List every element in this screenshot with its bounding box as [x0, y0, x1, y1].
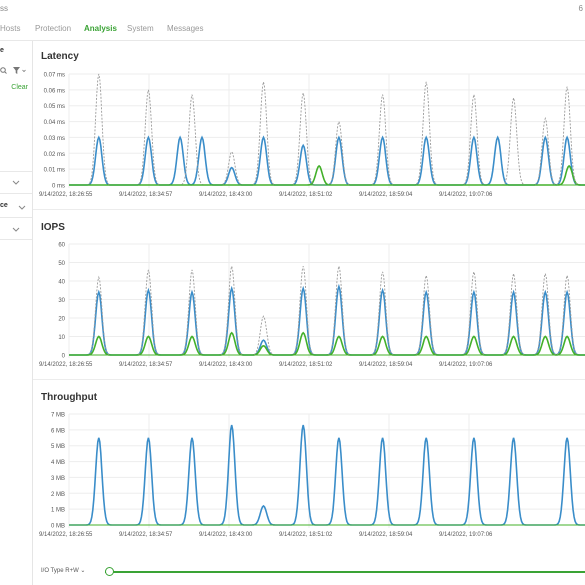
y-tick-label: 6 MB — [51, 428, 65, 434]
chevron-down-icon[interactable] — [12, 227, 20, 232]
series-line-2 — [69, 73, 585, 186]
x-tick-label: 9/14/2022, 19:07:06 — [439, 532, 493, 538]
tab-hosts[interactable]: Hosts — [0, 24, 21, 33]
series-line-0 — [69, 424, 585, 526]
time-range-slider-handle[interactable] — [105, 567, 114, 576]
sidebar-toolbar — [0, 67, 26, 74]
y-tick-label: 4 MB — [51, 460, 65, 466]
chevron-down-icon[interactable] — [12, 180, 20, 185]
y-tick-label: 5 MB — [51, 444, 65, 450]
y-tick-label: 0.02 ms — [44, 152, 65, 158]
series-line-0 — [69, 283, 585, 356]
time-range-slider-track[interactable] — [105, 571, 585, 573]
x-tick-label: 9/14/2022, 18:26:55 — [39, 362, 93, 368]
iops-title: IOPS — [41, 222, 65, 233]
x-tick-label: 9/14/2022, 18:51:02 — [279, 532, 333, 538]
x-tick-label: 9/14/2022, 18:43:00 — [199, 532, 253, 538]
clear-filter-link[interactable]: Clear — [11, 84, 28, 91]
sidebar: e Clear ce — [0, 41, 33, 585]
sidebar-sections — [12, 180, 26, 232]
y-tick-label: 0.04 ms — [44, 120, 65, 126]
y-tick-label: 0.06 ms — [44, 88, 65, 94]
x-tick-label: 9/14/2022, 18:59:04 — [359, 192, 413, 198]
io-type-label: I/O Type R+W — [41, 568, 79, 574]
top-right-indicator[interactable]: 6 — [578, 4, 583, 13]
series-line-2 — [69, 266, 585, 356]
y-tick-label: 0.01 ms — [44, 168, 65, 174]
top-bar: ss 6 Hosts Protection Analysis System Me… — [0, 0, 585, 41]
x-tick-label: 9/14/2022, 19:07:06 — [439, 192, 493, 198]
x-tick-label: 9/14/2022, 19:07:06 — [439, 362, 493, 368]
y-tick-label: 0.03 ms — [44, 136, 65, 142]
tab-system[interactable]: System — [127, 24, 154, 33]
divider — [0, 239, 32, 240]
x-tick-label: 9/14/2022, 18:34:57 — [119, 362, 173, 368]
x-tick-label: 9/14/2022, 18:26:55 — [39, 532, 93, 538]
y-tick-label: 40 — [58, 280, 65, 286]
app-title-fragment: ss — [0, 4, 8, 13]
y-tick-label: 30 — [58, 298, 65, 304]
tab-messages[interactable]: Messages — [167, 24, 204, 33]
chevron-down-icon[interactable] — [22, 69, 26, 73]
y-tick-label: 0 ms — [52, 184, 65, 190]
y-tick-label: 60 — [58, 243, 65, 249]
sidebar-section-label[interactable]: ce — [0, 202, 8, 209]
latency-title: Latency — [41, 51, 79, 62]
y-tick-label: 50 — [58, 261, 65, 267]
x-tick-label: 9/14/2022, 18:51:02 — [279, 362, 333, 368]
y-tick-label: 0 MB — [51, 524, 65, 530]
divider — [0, 193, 32, 194]
sidebar-header: e — [0, 47, 4, 54]
x-tick-label: 9/14/2022, 18:59:04 — [359, 532, 413, 538]
io-type-dropdown[interactable]: I/O Type R+W ⌄ — [41, 567, 85, 574]
throughput-title: Throughput — [41, 392, 98, 403]
y-tick-label: 10 — [58, 335, 65, 341]
x-tick-label: 9/14/2022, 18:34:57 — [119, 192, 173, 198]
filter-icon[interactable] — [13, 67, 20, 74]
x-tick-label: 9/14/2022, 18:43:00 — [199, 192, 253, 198]
y-tick-label: 0.05 ms — [44, 104, 65, 110]
latency-chart: 0 ms 0.01 ms 0.02 ms 0.03 ms 0.04 ms 0.05 ms 0… — [39, 73, 585, 198]
series-line-0 — [69, 135, 585, 186]
y-tick-label: 0.07 ms — [44, 73, 65, 79]
throughput-chart: 0 MB 1 MB 2 MB 3 MB 4 MB 5 MB 6 MB 7 MB 9/14/202… — [39, 413, 585, 538]
y-tick-label: 0 — [62, 354, 66, 360]
divider — [33, 209, 585, 210]
iops-chart: 0 10 20 30 40 50 60 9/14/2022, 18:26:55 9/14/202… — [39, 243, 585, 368]
divider — [33, 379, 585, 380]
y-tick-label: 7 MB — [51, 413, 65, 419]
x-tick-label: 9/14/2022, 18:26:55 — [39, 192, 93, 198]
search-icon[interactable] — [0, 67, 7, 74]
chevron-down-icon[interactable] — [18, 205, 26, 210]
y-tick-label: 20 — [58, 317, 65, 323]
tab-analysis[interactable]: Analysis — [84, 24, 117, 33]
y-tick-label: 3 MB — [51, 476, 65, 482]
chevron-down-icon: ⌄ — [80, 568, 86, 574]
x-tick-label: 9/14/2022, 18:34:57 — [119, 532, 173, 538]
x-tick-label: 9/14/2022, 18:51:02 — [279, 192, 333, 198]
y-tick-label: 2 MB — [51, 492, 65, 498]
analysis-panel: Latency 0 ms 0.01 ms 0.02 ms 0.03 ms 0.04 ms… — [33, 41, 585, 585]
divider — [0, 171, 32, 172]
footer-controls: I/O Type R+W ⌄ — [33, 559, 585, 585]
divider — [0, 217, 32, 218]
tab-protection[interactable]: Protection — [35, 24, 72, 33]
y-tick-label: 1 MB — [51, 508, 65, 514]
x-tick-label: 9/14/2022, 18:43:00 — [199, 362, 253, 368]
x-tick-label: 9/14/2022, 18:59:04 — [359, 362, 413, 368]
